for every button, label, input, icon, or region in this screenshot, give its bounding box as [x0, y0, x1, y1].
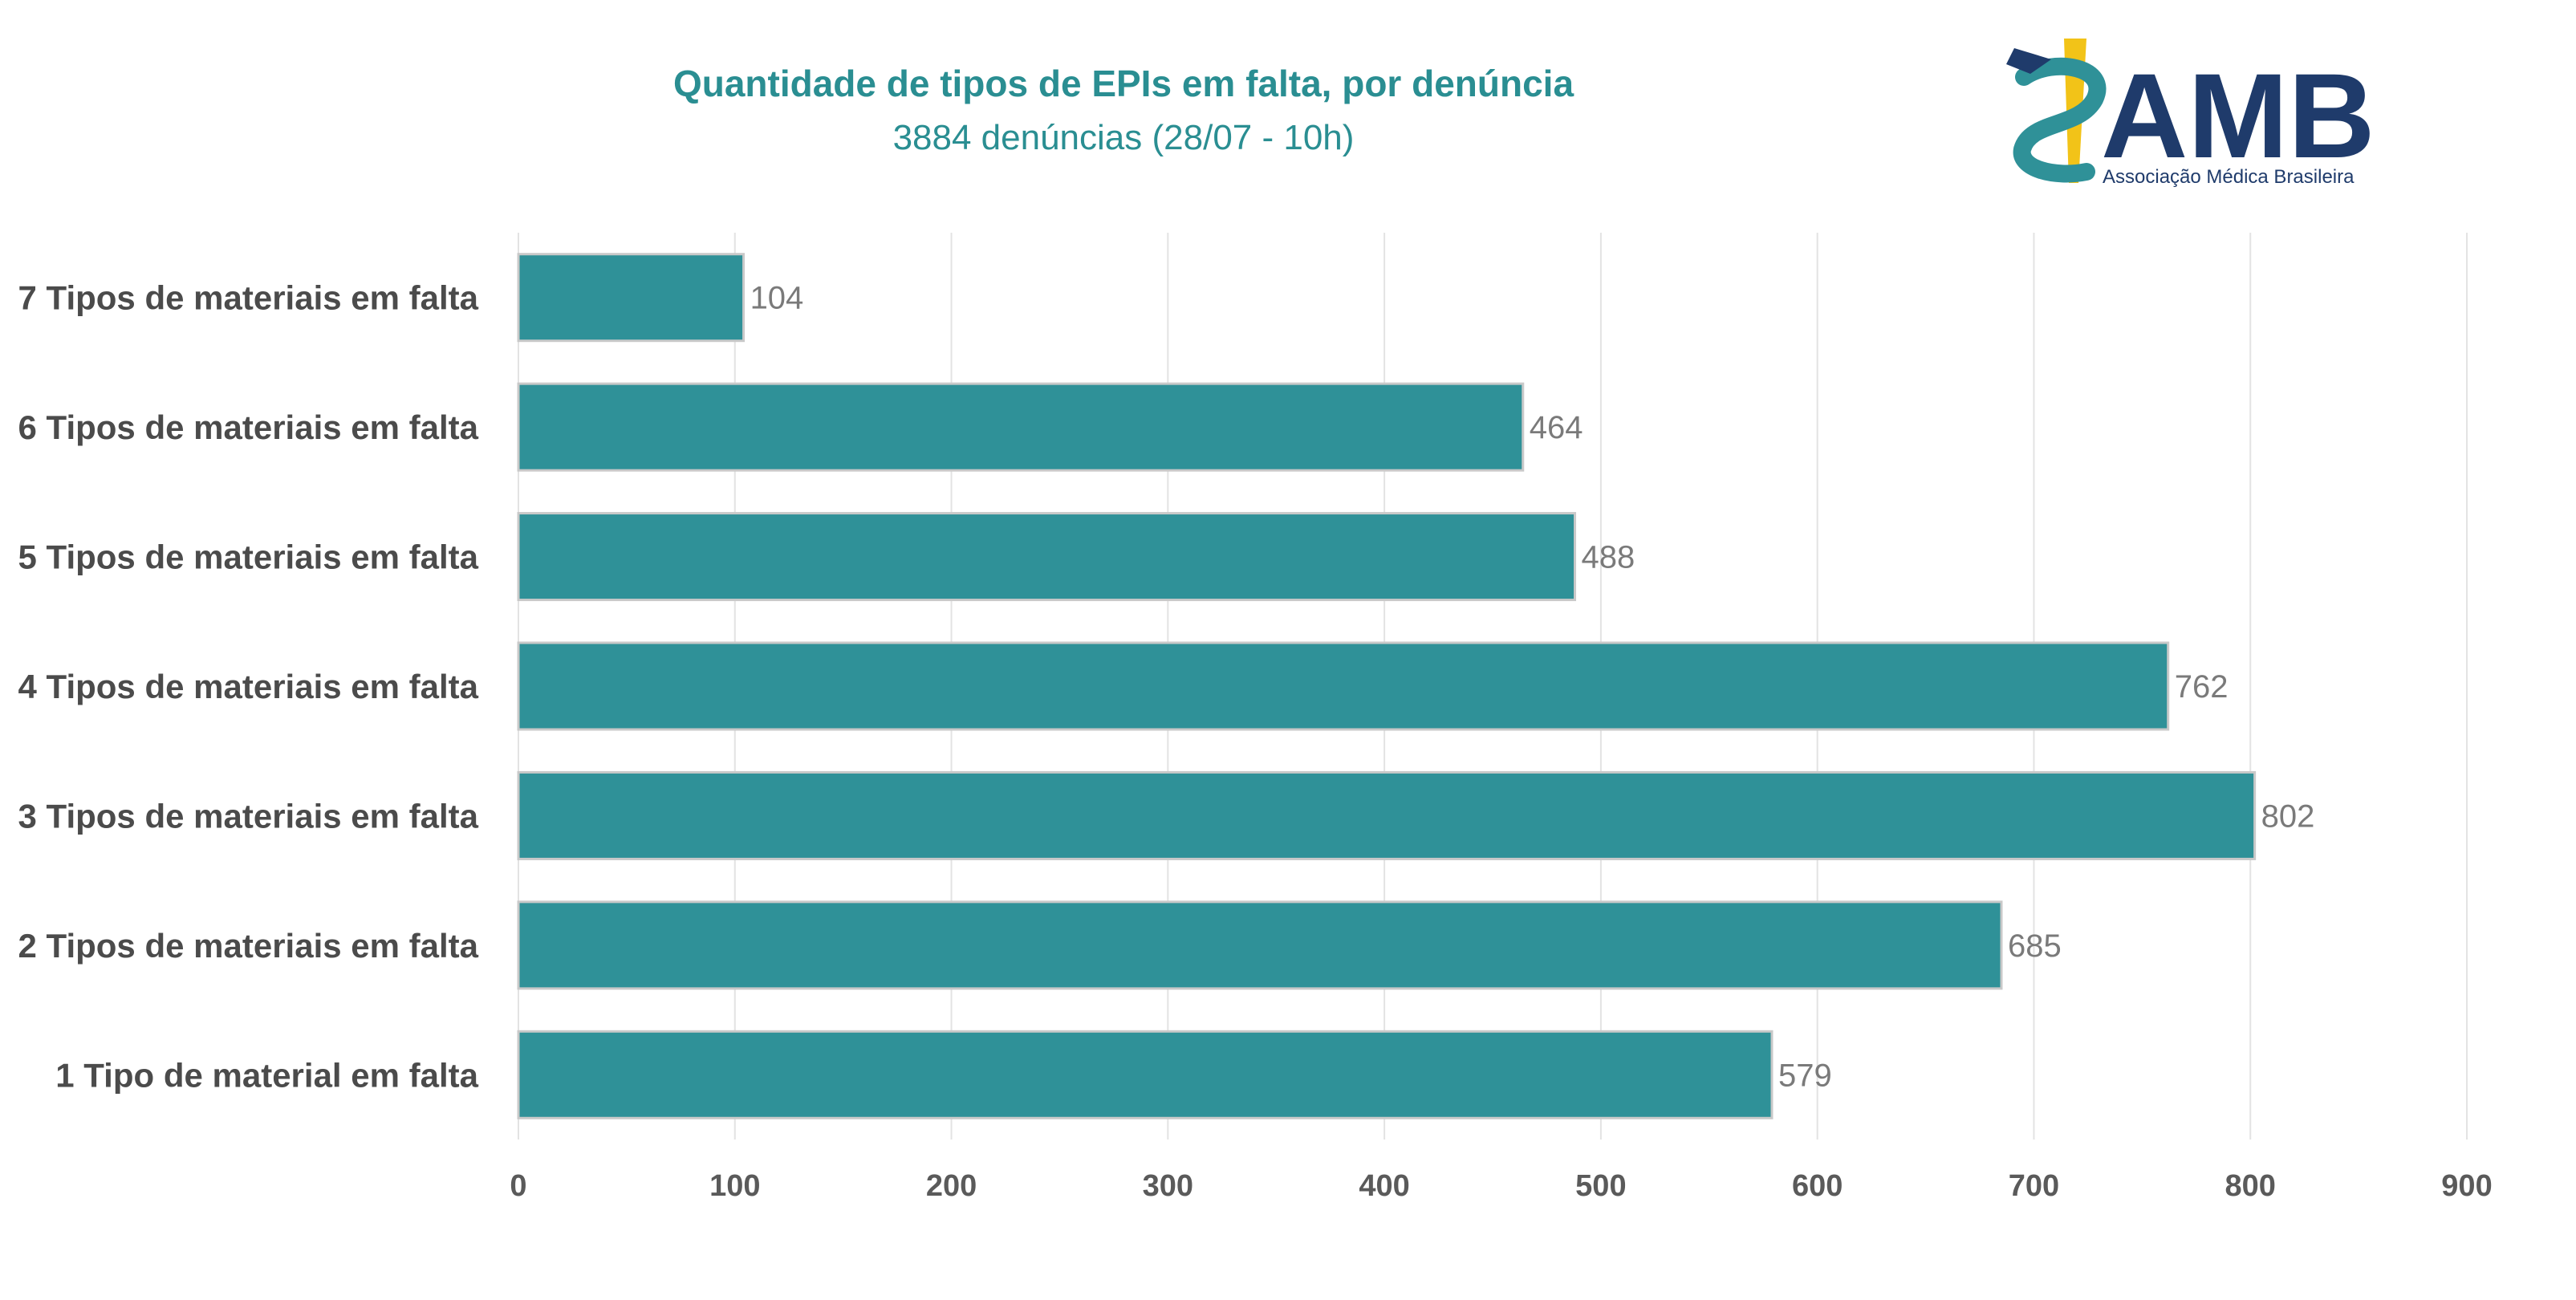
- x-tick-label: 500: [1575, 1169, 1626, 1203]
- bar-value-label: 685: [2008, 928, 2062, 964]
- category-label: 1 Tipo de material em falta: [55, 1056, 478, 1094]
- x-axis-ticks: 0 100 200 300 400 500 600 700 800 900: [510, 1169, 2492, 1203]
- category-label: 2 Tipos de materiais em falta: [18, 927, 479, 965]
- x-tick-label: 200: [926, 1169, 977, 1203]
- x-tick-label: 900: [2441, 1169, 2492, 1203]
- bar: [517, 1030, 1774, 1119]
- category-label: 5 Tipos de materiais em falta: [18, 538, 479, 576]
- amb-logo: AMB Associação Médica Brasileira: [2006, 39, 2375, 188]
- bar-value-label: 104: [750, 281, 804, 316]
- bar-value-label: 802: [2261, 798, 2315, 834]
- value-labels: 104 464 488 762 802 685 579: [750, 281, 2315, 1094]
- category-label: 7 Tipos de materiais em falta: [18, 279, 479, 317]
- chart-subtitle: 3884 denúncias (28/07 - 10h): [893, 118, 1355, 157]
- x-tick-label: 400: [1359, 1169, 1409, 1203]
- x-tick-label: 800: [2225, 1169, 2276, 1203]
- bar: [517, 641, 2170, 731]
- x-tick-label: 700: [2009, 1169, 2059, 1203]
- bar: [517, 253, 746, 343]
- bar: [517, 900, 2003, 990]
- bar-value-label: 488: [1582, 540, 1635, 575]
- logo-text: AMB: [2101, 48, 2375, 183]
- logo-subtitle: Associação Médica Brasileira: [2103, 166, 2355, 188]
- bar-value-label: 762: [2175, 669, 2229, 705]
- bar: [517, 382, 1525, 472]
- category-label: 4 Tipos de materiais em falta: [18, 668, 479, 705]
- bars: [517, 253, 2257, 1119]
- bar-value-label: 579: [1778, 1058, 1832, 1093]
- category-labels: 7 Tipos de materiais em falta 6 Tipos de …: [18, 279, 479, 1095]
- x-tick-label: 0: [510, 1169, 526, 1203]
- chart-title: Quantidade de tipos de EPIs em falta, po…: [673, 63, 1574, 104]
- category-label: 3 Tipos de materiais em falta: [18, 797, 479, 835]
- bar-value-label: 464: [1530, 410, 1583, 445]
- x-tick-label: 300: [1143, 1169, 1193, 1203]
- bar: [517, 512, 1577, 602]
- category-label: 6 Tipos de materiais em falta: [18, 408, 479, 446]
- x-tick-label: 600: [1792, 1169, 1843, 1203]
- caduceus-icon: [2006, 39, 2107, 183]
- bar: [517, 770, 2257, 860]
- x-tick-label: 100: [709, 1169, 760, 1203]
